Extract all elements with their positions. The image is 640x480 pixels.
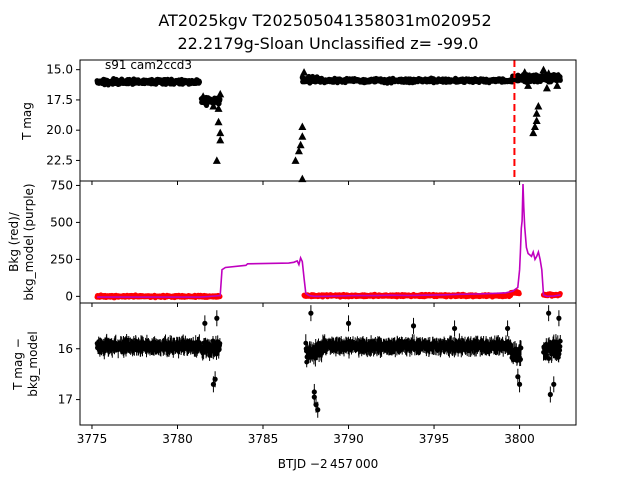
bottom-outlier-point [210, 381, 217, 387]
top-upper-limit-marker [542, 83, 551, 92]
bottom-outlier-point [308, 310, 314, 316]
bottom-panel-frame [79, 302, 577, 426]
bottom-outlier-point [516, 381, 523, 387]
middle-panel-ylabel-line-2: bkg_model (purple) [22, 183, 36, 300]
bottom-outlier-point [547, 391, 553, 398]
top-panel-marks [94, 60, 563, 183]
top-upper-limit-marker [298, 122, 307, 131]
top-upper-limit-marker [530, 122, 539, 131]
xtick-label-1: 3780 [162, 432, 193, 446]
bottom-outlier-point [546, 310, 552, 316]
bottom-outlier-point [556, 315, 562, 321]
top-upper-limit-marker [294, 146, 303, 155]
bottom-outlier-point [410, 323, 417, 329]
middle-ytick-label-0: 0 [65, 289, 73, 303]
top-upper-limit-marker [539, 65, 548, 74]
bottom-point [217, 341, 223, 346]
bottom-point [546, 356, 552, 361]
x-axis-label: BTJD −2 457 000 [278, 457, 378, 471]
top-upper-limit-marker [214, 104, 223, 112]
top-upper-limit-marker [300, 68, 309, 76]
middle-panel-marks [94, 183, 563, 301]
xtick-label-2: 3785 [248, 432, 279, 446]
bottom-outlier-point [202, 320, 208, 326]
bottom-outlier-point [345, 320, 352, 326]
top-upper-limit-marker [209, 101, 218, 110]
top-upper-limit-marker [298, 132, 307, 140]
bottom-point [557, 338, 563, 344]
bottom-outlier-point [504, 325, 511, 332]
top-upper-limit-marker [544, 69, 553, 77]
top-point [196, 79, 202, 85]
top-upper-limit-marker [529, 128, 538, 137]
top-panel-y-axis: 15.0 17.5 20.0 22.5 [46, 63, 80, 167]
bottom-point [518, 345, 524, 351]
top-upper-limit-marker [214, 117, 223, 126]
bottom-outlier-point [551, 381, 557, 387]
middle-ytick-label-2: 500 [50, 215, 73, 229]
xtick-label-4: 3795 [419, 432, 450, 446]
x-axis: 3775 3780 3785 3790 3795 3800 [77, 181, 535, 446]
middle-panel-frame [79, 180, 577, 304]
bottom-panel-ylabel-line-2: bkg_model [26, 331, 40, 397]
bottom-outlier-point [451, 325, 458, 332]
top-upper-limit-marker [524, 81, 533, 89]
top-upper-limit-marker [199, 92, 208, 100]
xtick-label-3: 3790 [333, 432, 364, 446]
top-ytick-label-2: 20.0 [46, 123, 73, 137]
title-line-1: AT2025kgv T202505041358031m020952 [158, 11, 491, 30]
top-upper-limit-marker [532, 109, 541, 117]
bottom-ytick-label-1: 17 [58, 393, 73, 407]
bottom-point [197, 340, 202, 345]
top-upper-limit-marker [553, 81, 562, 89]
top-ytick-label-0: 15.0 [46, 63, 73, 77]
top-upper-limit-marker [216, 89, 225, 98]
top-ytick-label-1: 17.5 [46, 93, 73, 107]
xtick-label-0: 3775 [77, 432, 108, 446]
xtick-label-5: 3800 [504, 432, 535, 446]
bottom-outlier-point [311, 394, 317, 400]
top-upper-limit-marker [212, 156, 221, 164]
top-upper-limit-marker [525, 71, 534, 80]
bottom-panel-marks [94, 305, 563, 418]
middle-ytick-label-1: 250 [50, 252, 73, 266]
title-line-2: 22.2179g-Sloan Unclassified z= -99.0 [178, 34, 479, 53]
top-upper-limit-marker [291, 156, 300, 164]
top-upper-limit-marker [298, 174, 307, 183]
top-upper-limit-marker [532, 116, 541, 124]
panel-top: 15.0 17.5 20.0 22.5 s91 cam2ccd3 T mag [20, 58, 577, 183]
sector-annotation: s91 cam2ccd3 [105, 58, 192, 72]
bottom-ytick-label-0: 16 [58, 342, 73, 356]
middle-panel-ylabel-line-1: Bkg (red)/ [7, 211, 21, 272]
panel-middle: 0 250 500 750 Bkg (red)/ bkg_model (purple) [7, 178, 577, 304]
bottom-point [543, 353, 549, 358]
bottom-panel-ylabel-line-1: T mag − [11, 338, 25, 391]
top-upper-limit-marker [554, 71, 563, 80]
top-upper-limit-marker [534, 101, 543, 110]
bkg-model-line [97, 183, 561, 298]
bottom-point [303, 340, 309, 346]
top-upper-limit-marker [212, 95, 221, 104]
top-panel-ylabel: T mag [20, 102, 34, 141]
bkg-point [516, 291, 522, 297]
bottom-outlier-point [315, 407, 321, 413]
top-ytick-label-3: 22.5 [46, 153, 73, 167]
bottom-point [518, 357, 523, 362]
middle-panel-y-axis: 0 250 500 750 [50, 178, 80, 303]
top-upper-limit-marker [216, 128, 225, 137]
bottom-outlier-point [214, 315, 220, 321]
middle-ytick-label-3: 750 [50, 178, 73, 192]
top-upper-limit-marker [296, 140, 305, 149]
top-upper-limit-marker [216, 135, 225, 144]
top-upper-limit-marker [520, 68, 529, 76]
